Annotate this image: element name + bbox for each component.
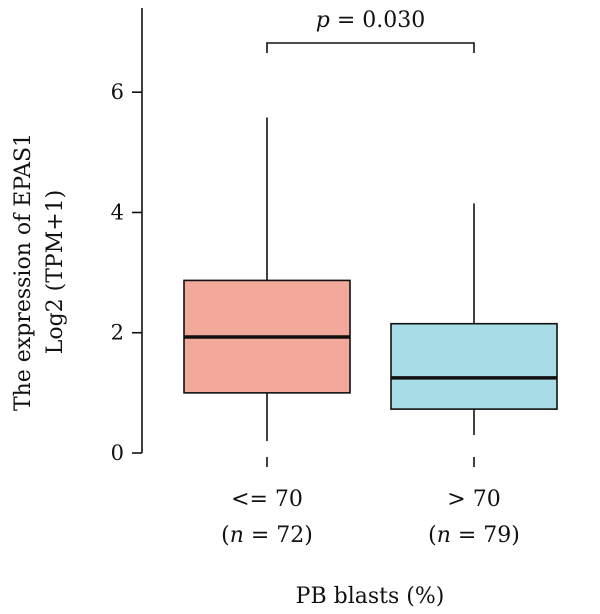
x-n-label: (n = 72) [221,523,313,548]
x-category-label: <= 70 [231,487,303,512]
y-axis: 0 2 4 6 [111,8,143,465]
y-tick-label: 6 [111,80,124,104]
y-tick-label: 4 [111,200,124,224]
p-value-label: p = 0.030 [316,8,426,33]
y-axis-title-line2: Log2 (TPM+1) [43,190,68,355]
x-n-label: (n = 79) [428,523,520,548]
x-category-label: > 70 [447,487,500,512]
boxes [183,117,558,441]
y-axis-title-line1: The expression of EPAS1 [11,133,36,411]
x-axis-labels: <= 70 (n = 72) > 70 (n = 79) [221,457,520,548]
y-tick-label: 2 [111,321,124,345]
significance-bracket [266,42,475,53]
x-axis-title: PB blasts (%) [296,584,445,609]
significance-annotation: p = 0.030 [266,8,475,53]
box-iqr [390,322,558,410]
y-tick-label: 0 [111,441,124,465]
